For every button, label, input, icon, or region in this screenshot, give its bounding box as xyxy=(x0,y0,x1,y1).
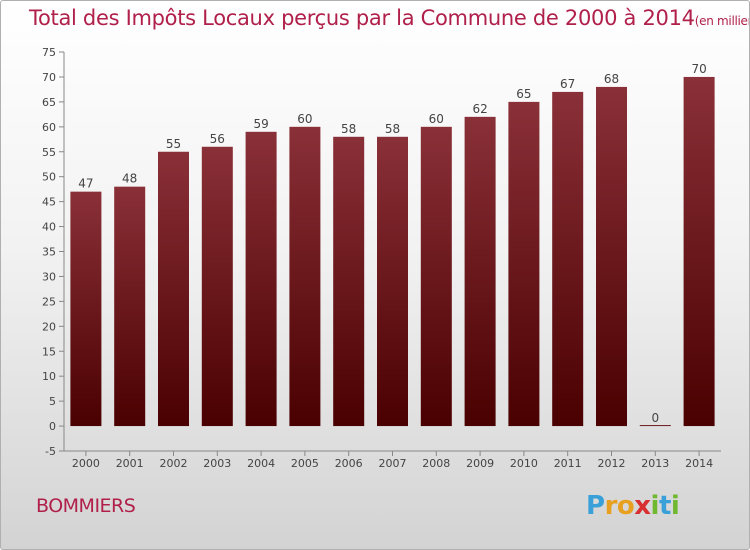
bar xyxy=(420,126,452,427)
chart-labels: 47 48 55 56 59 60 58 58 60 62 65 67 68 0 70 xyxy=(78,62,706,425)
bar xyxy=(508,101,540,427)
chart-title-unit: (en milliers d'€) xyxy=(694,14,749,28)
bar xyxy=(683,76,715,427)
bar xyxy=(639,425,671,427)
x-tick-label: 2003 xyxy=(203,457,231,470)
bar-value-label: 60 xyxy=(297,112,312,126)
y-tick-label: 20 xyxy=(42,320,56,333)
y-tick-label: 30 xyxy=(42,270,56,283)
y-tick-label: 35 xyxy=(42,246,56,259)
bar xyxy=(464,116,496,427)
bar-value-label: 48 xyxy=(122,172,137,186)
x-tick-label: 2009 xyxy=(466,457,494,470)
logo-letter: i xyxy=(650,491,660,521)
chart-axes: -5 0 5 10 15 20 25 30 35 40 45 50 55 60 65 70 75 2000 2001… xyxy=(42,46,721,470)
logo-letter: x xyxy=(634,491,651,521)
bar xyxy=(114,186,146,427)
x-tick-label: 2001 xyxy=(116,457,144,470)
y-tick-label: 15 xyxy=(42,345,56,358)
x-tick-label: 2004 xyxy=(247,457,275,470)
y-tick-label: 45 xyxy=(42,196,56,209)
logo-letter: t xyxy=(658,491,671,521)
y-tick-label: 0 xyxy=(49,420,56,433)
bar-value-label: 67 xyxy=(560,77,575,91)
logo-letter: i xyxy=(670,491,680,521)
chart-bars xyxy=(70,76,715,427)
logo-letter: P xyxy=(586,491,605,521)
y-tick-label: 25 xyxy=(42,295,56,308)
y-tick-label: 70 xyxy=(42,71,56,84)
x-tick-label: 2007 xyxy=(379,457,407,470)
y-tick-label: 40 xyxy=(42,221,56,234)
x-tick-label: 2000 xyxy=(72,457,100,470)
bar xyxy=(289,126,321,427)
y-tick-label: 55 xyxy=(42,146,56,159)
bar xyxy=(70,191,102,427)
bar xyxy=(333,136,365,427)
proxiti-logo: Proxiti xyxy=(586,491,680,521)
bar xyxy=(552,91,584,427)
y-tick-label: 60 xyxy=(42,121,56,134)
bar-value-label: 47 xyxy=(78,177,93,191)
bar xyxy=(596,86,627,427)
x-tick-label: 2006 xyxy=(335,457,363,470)
y-tick-label: 75 xyxy=(42,46,56,59)
bar-value-label: 62 xyxy=(472,102,487,116)
bar-value-label: 60 xyxy=(429,112,444,126)
bar-value-label: 59 xyxy=(253,117,268,131)
bar xyxy=(377,136,408,427)
bar-value-label: 70 xyxy=(691,62,706,76)
chart-title-text: Total des Impôts Locaux perçus par la Co… xyxy=(29,6,695,30)
commune-name: BOMMIERS xyxy=(36,495,136,517)
x-tick-label: 2013 xyxy=(641,457,669,470)
bar-value-label: 56 xyxy=(210,132,225,146)
x-tick-label: 2012 xyxy=(598,457,626,470)
chart-title: Total des Impôts Locaux perçus par la Co… xyxy=(29,6,749,30)
logo-letter: o xyxy=(616,491,635,521)
y-tick-label: 5 xyxy=(49,395,56,408)
bar xyxy=(158,151,189,427)
bar xyxy=(245,131,277,427)
x-tick-label: 2008 xyxy=(422,457,450,470)
x-tick-label: 2011 xyxy=(554,457,582,470)
bar-value-label: 68 xyxy=(604,72,619,86)
logo-letter: r xyxy=(604,491,618,521)
x-tick-label: 2002 xyxy=(160,457,188,470)
bar-value-label: 55 xyxy=(166,137,181,151)
x-tick-label: 2014 xyxy=(685,457,713,470)
bar-value-label: 65 xyxy=(516,87,531,101)
y-tick-label: -5 xyxy=(45,445,56,458)
y-tick-label: 50 xyxy=(42,171,56,184)
x-tick-label: 2010 xyxy=(510,457,538,470)
y-tick-label: 10 xyxy=(42,370,56,383)
bar-value-label: 58 xyxy=(341,122,356,136)
x-tick-label: 2005 xyxy=(291,457,319,470)
bar-value-label: 58 xyxy=(385,122,400,136)
bar-value-label: 0 xyxy=(651,411,659,425)
y-tick-label: 65 xyxy=(42,96,56,109)
bar xyxy=(201,146,233,427)
